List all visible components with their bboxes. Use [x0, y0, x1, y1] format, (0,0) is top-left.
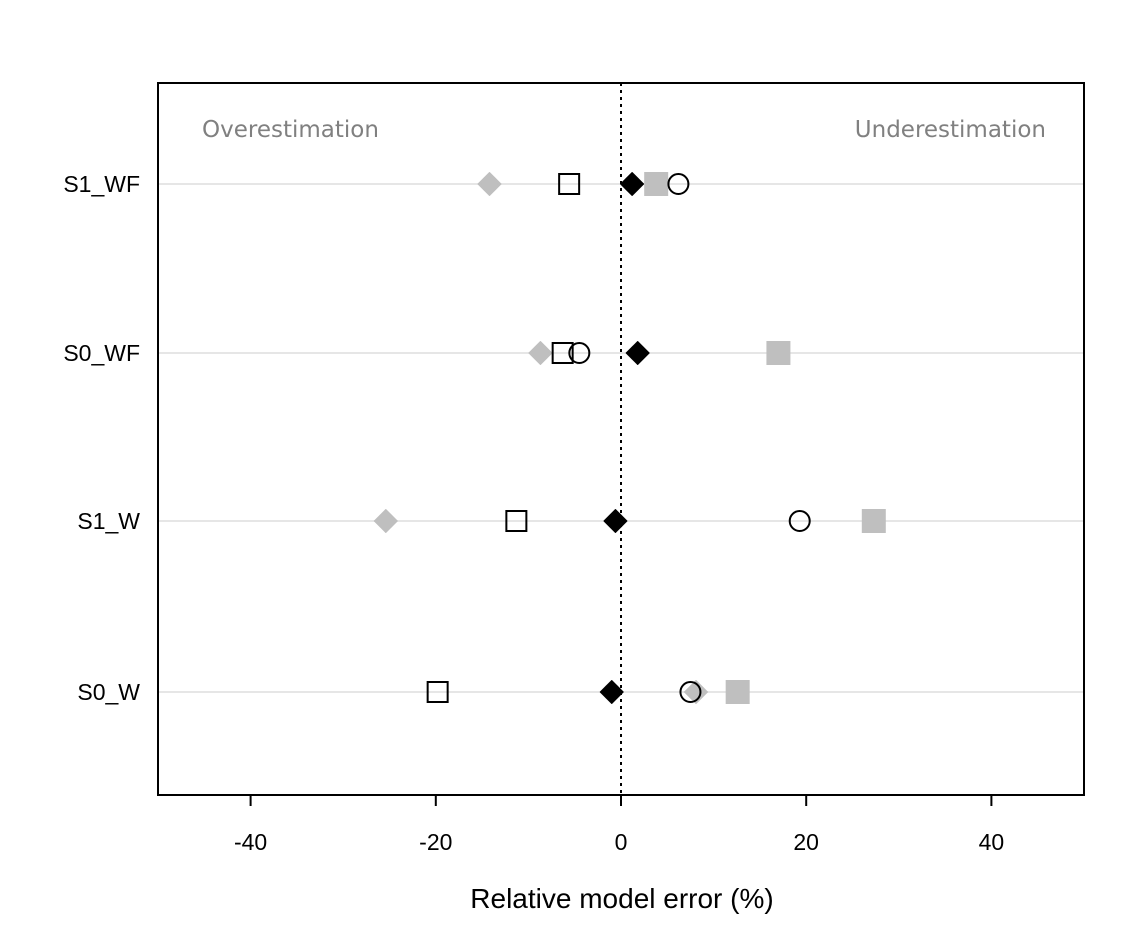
point-open-square-s1_w — [505, 510, 528, 532]
y-axis-labels: S1_WF S0_WF S1_W S0_W — [63, 171, 140, 705]
x-axis-title: Relative model error (%) — [470, 883, 773, 914]
point-filled-diamond-grey-s1_w-core — [377, 512, 395, 530]
point-open-circle-s0_wf — [568, 342, 591, 364]
point-open-square-s1_wf — [558, 173, 581, 195]
point-filled-square-grey-s0_w — [725, 680, 750, 704]
point-filled-diamond-grey-s0_w-core — [687, 683, 705, 701]
x-tick-label: -40 — [234, 829, 267, 855]
y-tick-label-s1_wf: S1_WF — [63, 171, 140, 197]
point-open-square-s0_wf — [551, 342, 574, 364]
x-tick-label: -20 — [419, 829, 452, 855]
data-points — [373, 172, 886, 704]
point-filled-square-grey-s1_w — [861, 509, 886, 533]
x-tick-label: 0 — [615, 829, 628, 855]
point-filled-square-grey-s1_wf — [644, 172, 669, 196]
point-open-circle-s1_wf — [667, 173, 690, 195]
x-tick-label: 20 — [793, 829, 819, 855]
x-tick-label: 40 — [979, 829, 1005, 855]
point-filled-diamond-black-s1_wf-core — [623, 175, 641, 193]
point-filled-diamond-grey-s0_wf-core — [531, 344, 549, 362]
point-open-circle-s0_w — [679, 681, 702, 703]
x-axis-ticks: -40 -20 0 20 40 — [234, 795, 1004, 855]
y-tick-label-s1_w: S1_W — [77, 508, 140, 534]
point-open-square-s0_w — [426, 681, 449, 703]
point-filled-diamond-black-s0_wf-core — [629, 344, 647, 362]
y-tick-label-s0_w: S0_W — [77, 679, 140, 705]
annotation-overestimation: Overestimation — [202, 117, 379, 143]
point-filled-square-grey-s0_wf — [766, 341, 791, 365]
annotation-underestimation: Underestimation — [855, 117, 1046, 143]
point-filled-diamond-black-s1_w-core — [606, 512, 624, 530]
point-filled-diamond-grey-s1_wf-core — [481, 175, 499, 193]
point-open-circle-s1_w — [788, 510, 811, 532]
y-tick-label-s0_wf: S0_WF — [63, 340, 140, 366]
point-filled-diamond-black-s0_w-core — [603, 683, 621, 701]
